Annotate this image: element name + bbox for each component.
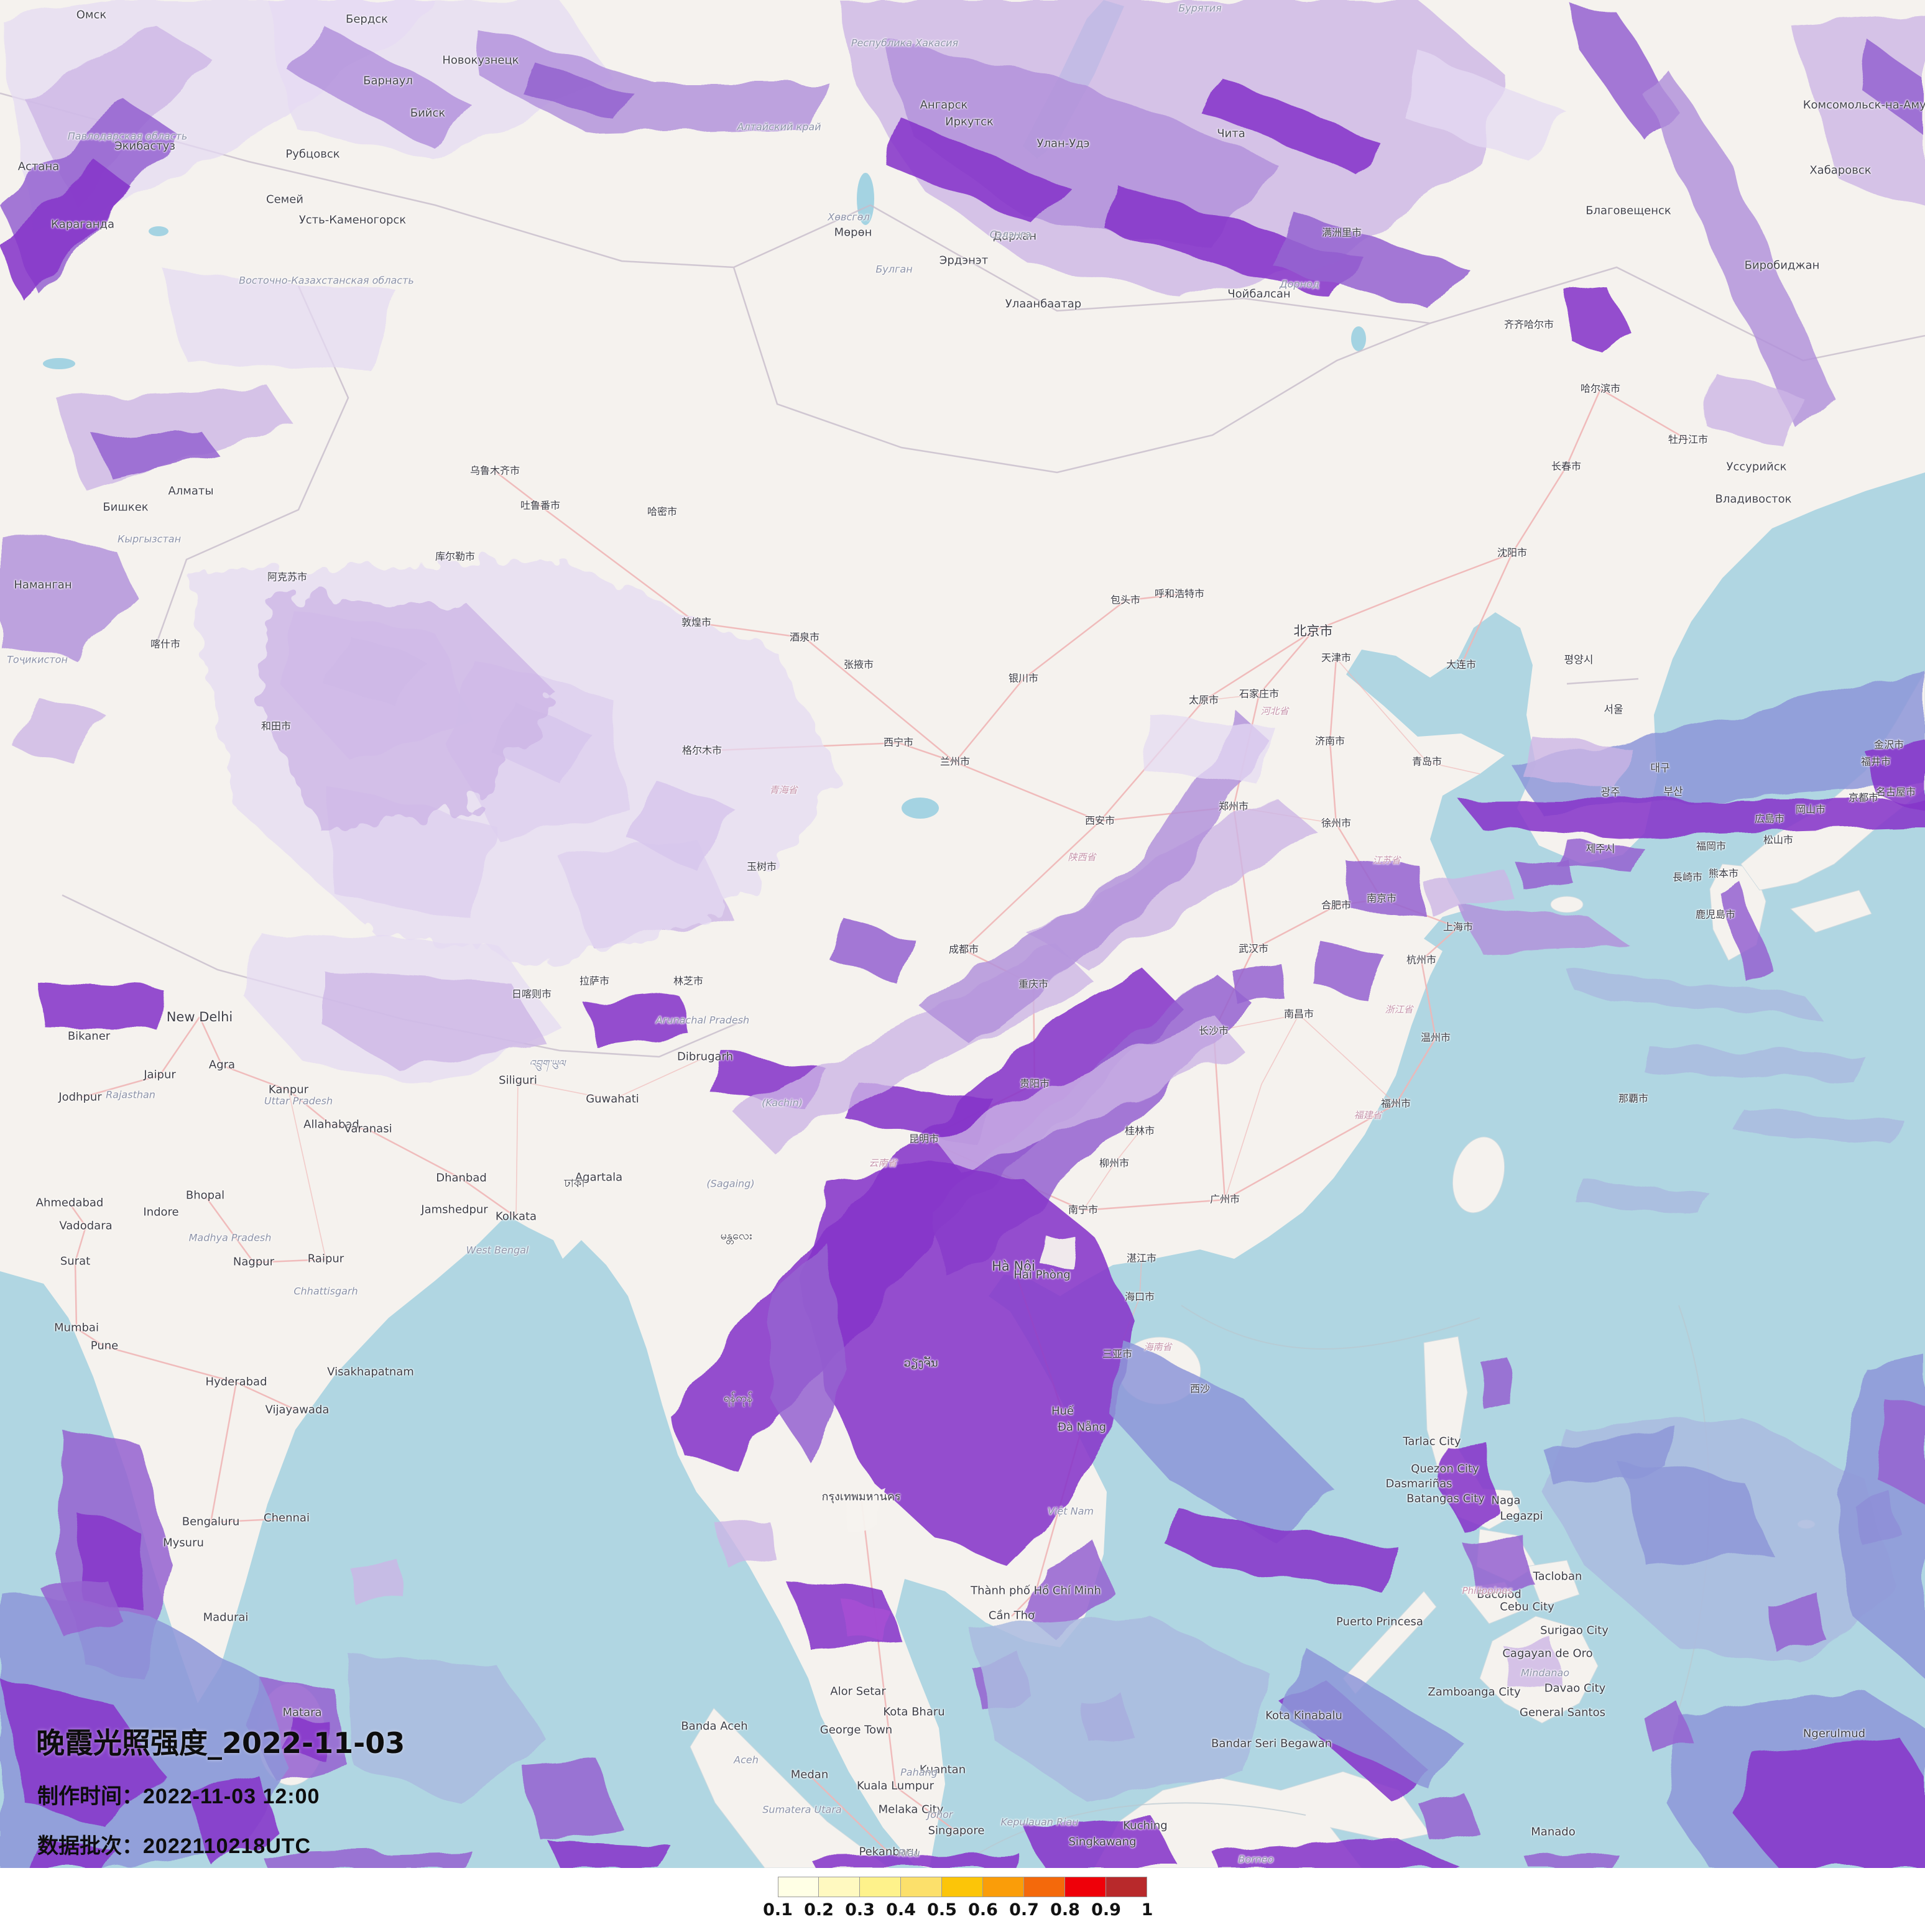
- legend-tick: 0.2: [804, 1900, 834, 1920]
- production-time-row: 制作时间：2022-11-03 12:00: [37, 1779, 320, 1810]
- legend-strip: 0.1 0.2 0.3 0.4 0.5 0.6 0.7 0.8 0.9 1: [0, 1868, 1925, 1932]
- legend-tick: 0.9: [1091, 1900, 1121, 1920]
- legend-color-cell: [901, 1877, 942, 1897]
- data-batch-value: 2022110218UTC: [143, 1834, 312, 1858]
- legend-tick: 0.3: [845, 1900, 875, 1920]
- map-canvas: Омск Бердск Новокузнецк Барнаул Бийск Астана К…: [0, 0, 1925, 1868]
- legend-tick: 0.7: [1009, 1900, 1039, 1920]
- legend-tick: 0.4: [886, 1900, 916, 1920]
- cloud-mottle-layer: [187, 559, 839, 964]
- legend-tick: 0.1: [763, 1900, 793, 1920]
- legend-tick: 0.6: [968, 1900, 998, 1920]
- legend-tick-labels: 0.1 0.2 0.3 0.4 0.5 0.6 0.7 0.8 0.9 1: [0, 1900, 1925, 1925]
- production-time-label: 制作时间：: [37, 1784, 143, 1809]
- base-map-svg: [0, 0, 1925, 1868]
- road-network-minor: [288, 658, 1480, 1355]
- data-batch-label: 数据批次：: [37, 1834, 143, 1859]
- legend-color-cell: [1024, 1877, 1065, 1897]
- legend-colorbar: [778, 1877, 1147, 1897]
- cloud-overlay-layer: [0, 0, 1925, 1868]
- data-batch-row: 数据批次：2022110218UTC: [37, 1829, 311, 1859]
- legend-color-cell: [942, 1877, 983, 1897]
- legend-tick: 1: [1141, 1900, 1153, 1920]
- legend-color-cell: [1106, 1877, 1147, 1897]
- map-title: 晚霞光照强度_2022-11-03: [36, 1726, 405, 1760]
- legend-color-cell: [860, 1877, 901, 1897]
- legend-color-cell: [778, 1877, 819, 1897]
- legend-color-cell: [983, 1877, 1024, 1897]
- production-time-value: 2022-11-03 12:00: [143, 1785, 320, 1808]
- legend-tick: 0.5: [927, 1900, 957, 1920]
- legend-tick: 0.8: [1050, 1900, 1080, 1920]
- legend-color-cell: [1065, 1877, 1106, 1897]
- ocean: [0, 472, 1925, 1868]
- legend-color-cell: [819, 1877, 860, 1897]
